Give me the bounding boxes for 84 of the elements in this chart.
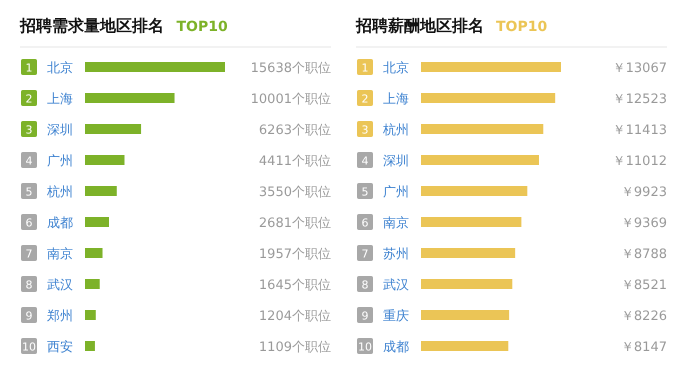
bar bbox=[85, 248, 103, 258]
data-label: 1109个职位 bbox=[258, 340, 331, 355]
rank-badge: 1 bbox=[21, 59, 37, 75]
data-label: 3550个职位 bbox=[258, 185, 331, 200]
rank-badge: 8 bbox=[21, 276, 37, 292]
data-label: ￥11012 bbox=[612, 154, 667, 169]
y-tick-label: 深圳 bbox=[383, 154, 409, 169]
bar bbox=[421, 217, 522, 227]
y-tick-label: 广州 bbox=[383, 185, 409, 200]
bar bbox=[85, 62, 225, 72]
y-tick-label: 上海 bbox=[47, 92, 73, 107]
data-label: 1957个职位 bbox=[258, 247, 331, 262]
rank-badge: 3 bbox=[357, 121, 373, 137]
bar bbox=[421, 279, 512, 289]
bar bbox=[421, 124, 544, 134]
bar bbox=[85, 279, 100, 289]
data-label: ￥8226 bbox=[620, 309, 667, 324]
data-label: ￥9923 bbox=[620, 185, 667, 200]
bar bbox=[85, 310, 96, 320]
rank-badge: 4 bbox=[21, 152, 37, 168]
bar bbox=[421, 248, 516, 258]
rank-badge: 5 bbox=[21, 183, 37, 199]
bar bbox=[85, 341, 95, 351]
y-tick-label: 成都 bbox=[47, 216, 73, 231]
bar bbox=[85, 124, 142, 134]
y-tick-label: 郑州 bbox=[47, 309, 73, 324]
y-tick-label: 北京 bbox=[47, 61, 73, 76]
rank-badge: 3 bbox=[21, 121, 37, 137]
y-tick-label: 上海 bbox=[383, 92, 409, 107]
bar bbox=[421, 62, 561, 72]
y-tick-label: 武汉 bbox=[383, 278, 409, 293]
y-tick-label: 西安 bbox=[47, 339, 73, 355]
rank-badge: 1 bbox=[357, 59, 373, 75]
rank-badge: 2 bbox=[21, 90, 37, 106]
y-tick-label: 北京 bbox=[383, 61, 409, 76]
data-label: ￥8788 bbox=[620, 247, 667, 262]
chart-subtitle: TOP10 bbox=[496, 19, 548, 35]
bar bbox=[421, 186, 528, 196]
bar bbox=[85, 155, 124, 165]
rank-badge: 6 bbox=[357, 214, 373, 230]
data-label: ￥13067 bbox=[612, 61, 667, 76]
rank-badge: 8 bbox=[357, 276, 373, 292]
rank-badge: 4 bbox=[357, 152, 373, 168]
data-label: 10001个职位 bbox=[250, 92, 331, 107]
data-label: ￥12523 bbox=[612, 92, 667, 107]
y-tick-label: 武汉 bbox=[47, 278, 73, 293]
data-label: 4411个职位 bbox=[258, 154, 331, 169]
rank-badge: 10 bbox=[357, 338, 373, 354]
data-label: 1645个职位 bbox=[258, 278, 331, 293]
rank-badge: 7 bbox=[21, 245, 37, 261]
data-label: 1204个职位 bbox=[258, 309, 331, 324]
y-tick-label: 苏州 bbox=[383, 247, 409, 262]
rank-badge: 6 bbox=[21, 214, 37, 230]
bar bbox=[421, 310, 510, 320]
y-tick-label: 南京 bbox=[383, 216, 409, 231]
data-label: ￥8521 bbox=[620, 278, 667, 293]
y-tick-label: 重庆 bbox=[383, 309, 409, 324]
data-label: 2681个职位 bbox=[258, 216, 331, 231]
rank-badge: 9 bbox=[357, 307, 373, 323]
data-label: ￥8147 bbox=[620, 340, 667, 355]
chart-title: 招聘薪酬地区排名 bbox=[355, 16, 484, 35]
y-tick-label: 杭州 bbox=[382, 123, 409, 138]
bar bbox=[85, 93, 175, 103]
rank-badge: 7 bbox=[357, 245, 373, 261]
rank-badge: 5 bbox=[357, 183, 373, 199]
data-label: ￥9369 bbox=[620, 216, 667, 231]
bar bbox=[421, 93, 556, 103]
y-tick-label: 深圳 bbox=[47, 123, 73, 138]
data-label: 6263个职位 bbox=[258, 123, 331, 138]
bar bbox=[85, 186, 117, 196]
rank-badge: 9 bbox=[21, 307, 37, 323]
y-tick-label: 南京 bbox=[47, 247, 73, 262]
data-label: ￥11413 bbox=[612, 123, 667, 138]
chart-subtitle: TOP10 bbox=[176, 19, 228, 35]
y-tick-label: 杭州 bbox=[46, 185, 73, 200]
data-label: 15638个职位 bbox=[250, 61, 331, 76]
rank-badge: 2 bbox=[357, 90, 373, 106]
bar bbox=[421, 155, 539, 165]
rank-badge: 10 bbox=[21, 338, 37, 354]
y-tick-label: 成都 bbox=[383, 340, 409, 355]
y-tick-label: 广州 bbox=[47, 154, 73, 169]
bar bbox=[421, 341, 508, 351]
bar bbox=[85, 217, 109, 227]
chart-title: 招聘需求量地区排名 bbox=[19, 16, 164, 35]
